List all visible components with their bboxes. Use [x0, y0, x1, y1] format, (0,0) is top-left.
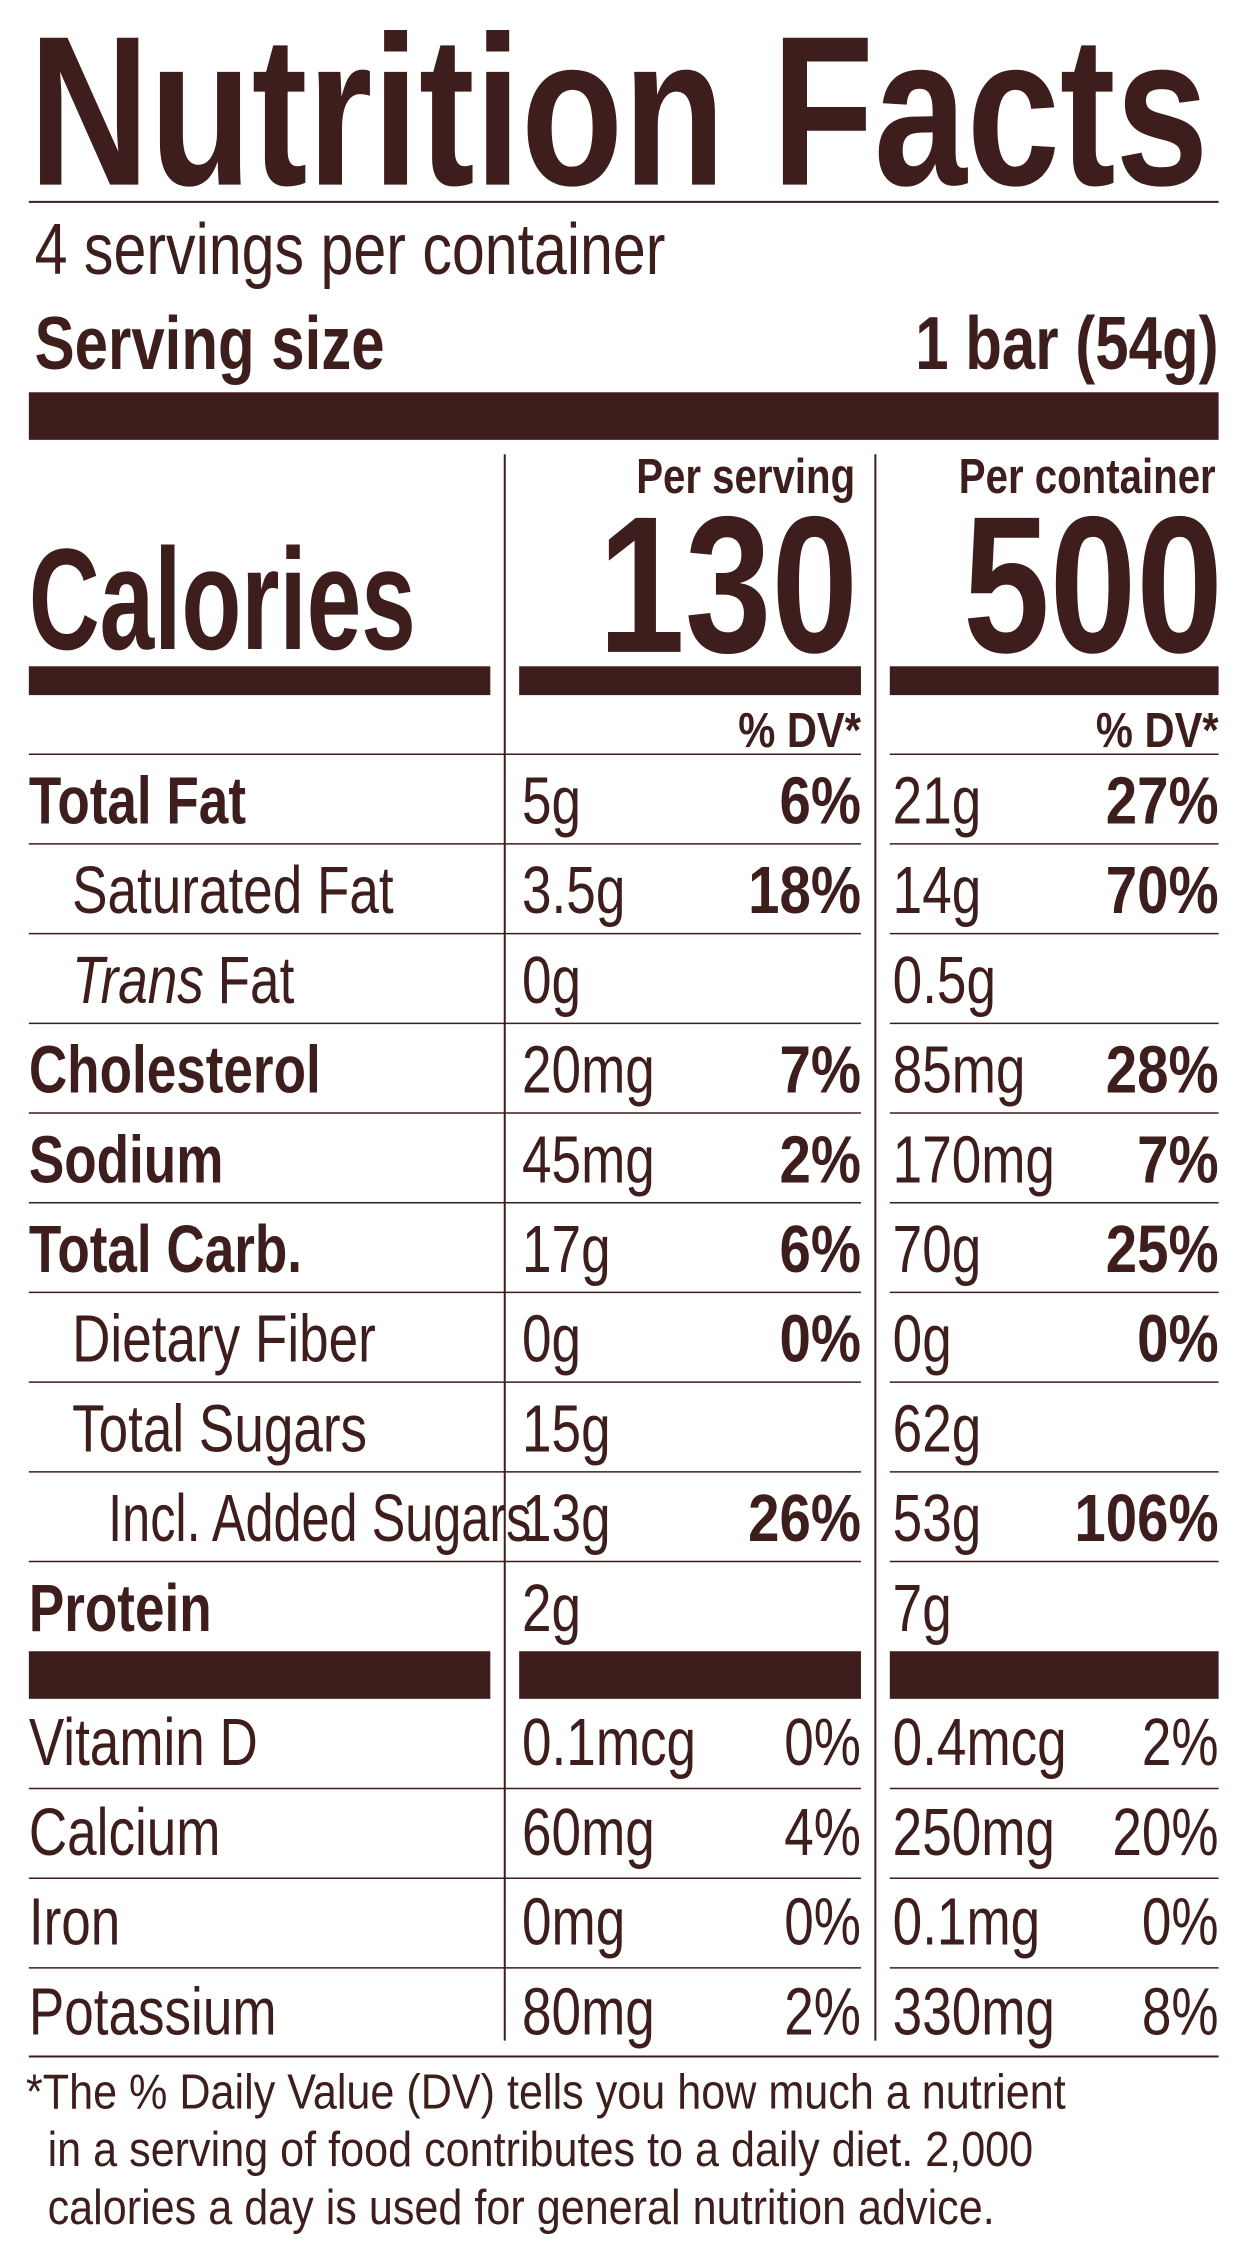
- percent-dv: 0%: [784, 1706, 861, 1780]
- percent-dv: 7%: [779, 1033, 860, 1107]
- thick-bar: [28, 666, 491, 696]
- amount: 21g: [893, 764, 982, 838]
- amount: 13g: [522, 1481, 611, 1555]
- percent-dv: 25%: [1106, 1213, 1219, 1287]
- vitamin-name: Vitamin D: [29, 1706, 258, 1780]
- amount: 170mg: [893, 1123, 1055, 1197]
- amount: 0g: [522, 1302, 581, 1376]
- percent-dv: 6%: [779, 764, 860, 838]
- amount: 5g: [522, 764, 581, 838]
- nutrient-name: Fat: [218, 943, 295, 1017]
- amount: 0.1mg: [893, 1885, 1040, 1959]
- percent-dv: 7%: [1137, 1123, 1218, 1197]
- title: Nutrition Facts: [29, 0, 1209, 231]
- amount: 17g: [522, 1212, 611, 1286]
- calories-value: 130: [598, 476, 858, 694]
- amount: 60mg: [522, 1795, 655, 1869]
- amount: 2g: [522, 1571, 581, 1645]
- nutrient-name: Cholesterol: [29, 1033, 321, 1107]
- vitamin-name: Potassium: [29, 1975, 277, 2049]
- percent-dv: 0%: [784, 1885, 861, 1959]
- amount: 15g: [522, 1392, 611, 1466]
- percent-dv: 6%: [779, 1213, 860, 1287]
- nutrient-name: Total Fat: [29, 764, 246, 838]
- amount: 0.5g: [893, 943, 996, 1017]
- column-heading: Per serving: [636, 448, 855, 504]
- amount: 250mg: [893, 1795, 1055, 1869]
- nutrient-name: Total Sugars: [72, 1392, 367, 1466]
- thick-bar: [519, 666, 861, 696]
- percent-dv: 2%: [779, 1123, 860, 1197]
- thick-bar: [519, 1651, 861, 1699]
- nutrient-name: Protein: [29, 1571, 212, 1645]
- amount: 20mg: [522, 1033, 655, 1107]
- serving-size-value: 1 bar (54g): [915, 303, 1218, 386]
- percent-dv: 2%: [1142, 1706, 1219, 1780]
- amount: 70g: [893, 1212, 982, 1286]
- amount: 3.5g: [522, 854, 625, 928]
- dv-heading: % DV*: [1096, 703, 1219, 758]
- nutrient-name: Saturated Fat: [72, 854, 394, 928]
- calories-label: Calories: [29, 519, 416, 680]
- footnote-line: *The % Daily Value (DV) tells you how mu…: [26, 2064, 1066, 2119]
- percent-dv: 70%: [1106, 854, 1219, 928]
- amount: 0g: [893, 1302, 952, 1376]
- amount: 330mg: [893, 1975, 1055, 2049]
- amount: 80mg: [522, 1975, 655, 2049]
- footnote-line: in a serving of food contributes to a da…: [48, 2121, 1034, 2176]
- dv-heading: % DV*: [738, 703, 861, 758]
- percent-dv: 18%: [748, 854, 861, 928]
- thick-bar: [28, 392, 1219, 440]
- nutrient-name: Trans Fat: [72, 943, 294, 1017]
- vitamin-name: Iron: [29, 1885, 120, 1959]
- amount: 45mg: [522, 1123, 655, 1197]
- amount: 0mg: [522, 1885, 625, 1959]
- percent-dv: 4%: [784, 1795, 861, 1869]
- nutrient-name: Dietary Fiber: [72, 1302, 376, 1376]
- vitamin-name: Calcium: [29, 1795, 221, 1869]
- servings-per-container: 4 servings per container: [35, 208, 666, 289]
- percent-dv: 26%: [748, 1482, 861, 1556]
- nutrient-name: Sodium: [29, 1123, 224, 1197]
- thick-bar: [889, 666, 1219, 696]
- column-heading: Per container: [959, 448, 1216, 504]
- amount: 0.4mcg: [893, 1706, 1067, 1780]
- percent-dv: 20%: [1112, 1795, 1218, 1869]
- amount: 7g: [893, 1571, 952, 1645]
- footnote-line: calories a day is used for general nutri…: [48, 2179, 995, 2234]
- amount: 62g: [893, 1392, 982, 1466]
- amount: 0.1mcg: [522, 1706, 696, 1780]
- amount: 14g: [893, 854, 982, 928]
- percent-dv: 28%: [1106, 1033, 1219, 1107]
- nutrient-name: Total Carb.: [29, 1212, 302, 1286]
- percent-dv: 0%: [1137, 1302, 1218, 1376]
- percent-dv: 27%: [1106, 764, 1219, 838]
- nutrient-name-italic: Trans: [72, 943, 204, 1017]
- percent-dv: 2%: [784, 1975, 861, 2049]
- amount: 53g: [893, 1481, 982, 1555]
- percent-dv: 8%: [1142, 1975, 1219, 2049]
- amount: 0g: [522, 943, 581, 1017]
- amount: 85mg: [893, 1033, 1026, 1107]
- serving-size-label: Serving size: [35, 303, 385, 386]
- thick-bar: [28, 1651, 491, 1699]
- percent-dv: 0%: [779, 1302, 860, 1376]
- percent-dv: 106%: [1074, 1482, 1218, 1556]
- percent-dv: 0%: [1142, 1885, 1219, 1959]
- thick-bar: [889, 1651, 1219, 1699]
- nutrient-name: Incl. Added Sugars: [108, 1483, 531, 1556]
- calories-value: 500: [963, 476, 1223, 694]
